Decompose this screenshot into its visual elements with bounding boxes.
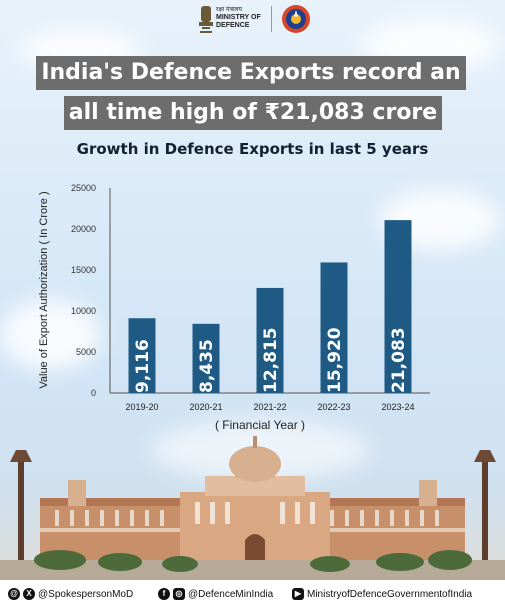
- bar-2021-22: [256, 287, 284, 393]
- facebook-icon: f: [158, 588, 170, 600]
- x-tick-label: 2020-21: [189, 402, 222, 412]
- x-handle-text: @SpokespersonMoD: [38, 588, 134, 600]
- bar-2022-23: [320, 262, 348, 393]
- y-tick-label: 10000: [71, 306, 96, 316]
- instagram-icon: ◎: [173, 588, 185, 600]
- bar-value-label: 15,920: [325, 327, 345, 393]
- x-tick-label: 2019-20: [125, 402, 158, 412]
- youtube-icon: ▶: [292, 588, 304, 600]
- x-tick-label: 2022-23: [317, 402, 350, 412]
- x-tick-label: 2021-22: [253, 402, 286, 412]
- header-divider: [271, 6, 272, 32]
- y-tick-label: 20000: [71, 224, 96, 234]
- building-illustration: [0, 436, 505, 580]
- bar-chart: Value of Export Authorization ( In Crore…: [38, 183, 430, 432]
- bar-2023-24: [384, 220, 412, 393]
- national-emblem-icon: [199, 6, 213, 33]
- x-axis-label: ( Financial Year ): [215, 418, 305, 432]
- y-axis-label: Value of Export Authorization ( In Crore…: [38, 191, 50, 388]
- y-tick-label: 25000: [71, 183, 96, 193]
- chart-subtitle: Growth in Defence Exports in last 5 year…: [76, 140, 429, 158]
- bar-value-label: 12,815: [261, 327, 281, 393]
- threads-icon: @: [8, 588, 20, 600]
- x-tick-label: 2023-24: [381, 402, 414, 412]
- y-tick-label: 15000: [71, 265, 96, 275]
- youtube-handle[interactable]: ▶ MinistryofDefenceGovernmentofIndia: [292, 588, 472, 600]
- youtube-handle-text: MinistryofDefenceGovernmentofIndia: [307, 588, 473, 600]
- ministry-english-line1: MINISTRY OF: [216, 14, 261, 21]
- facebook-instagram-handle[interactable]: f ◎ @DefenceMinIndia: [158, 588, 273, 600]
- x-icon: X: [23, 588, 35, 600]
- bar-value-label: 9,116: [133, 339, 153, 393]
- bar-2019-20: [128, 318, 156, 393]
- ministry-name: रक्षा मंत्रालय MINISTRY OF DEFENCE: [216, 7, 261, 30]
- footer-social-bar: @ X @SpokespersonMoD f ◎ @DefenceMinIndi…: [0, 580, 505, 608]
- bar-2020-21: [192, 323, 220, 393]
- bar-value-label: 21,083: [389, 327, 409, 393]
- title-line-2: all time high of ₹21,083 crore: [64, 96, 442, 130]
- ministry-hindi: रक्षा मंत्रालय: [216, 7, 242, 13]
- ministry-english-line2: DEFENCE: [216, 22, 250, 29]
- defence-round-logo-icon: [282, 5, 310, 33]
- y-tick-label: 0: [91, 388, 96, 398]
- x-social-handle[interactable]: @ X @SpokespersonMoD: [8, 588, 133, 600]
- cloud: [0, 300, 100, 370]
- fb-insta-handle-text: @DefenceMinIndia: [188, 588, 274, 600]
- bar-value-label: 8,435: [197, 339, 217, 393]
- title-line-1: India's Defence Exports record an: [36, 56, 466, 90]
- y-tick-label: 5000: [76, 347, 96, 357]
- header: रक्षा मंत्रालय MINISTRY OF DEFENCE: [0, 0, 505, 40]
